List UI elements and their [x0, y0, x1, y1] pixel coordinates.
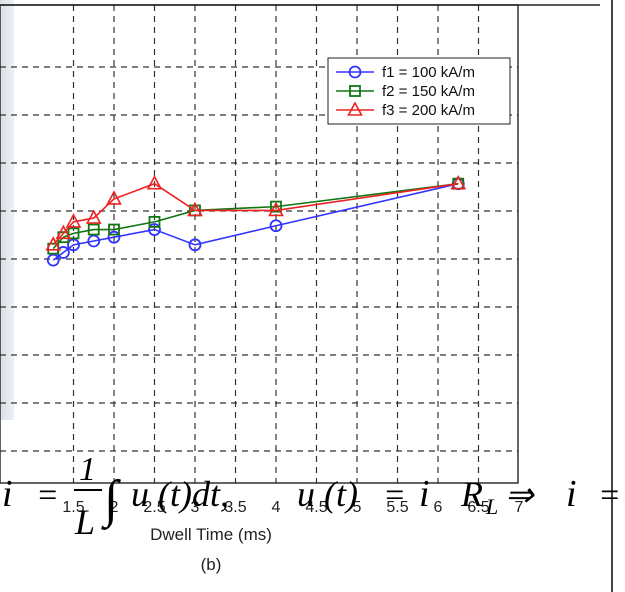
data-point	[450, 175, 467, 190]
eq-arrow: ⇒	[505, 477, 535, 514]
eq-i-end: i	[566, 473, 577, 515]
x-tick-label: 2	[110, 499, 119, 516]
series-triangle	[45, 175, 467, 251]
data-point	[65, 213, 82, 228]
data-point	[270, 200, 282, 213]
data-point	[269, 219, 283, 233]
data-point	[45, 236, 62, 251]
data-point	[87, 223, 100, 236]
eq-equals-1: =	[36, 477, 59, 514]
legend-entry: f3 = 200 kA/m	[336, 101, 475, 119]
data-point	[148, 215, 161, 228]
data-point	[106, 190, 122, 205]
legend: f1 = 100 kA/m f2 = 150 kA/m f3 = 200 kA/m	[327, 57, 511, 125]
x-tick-label: 5.5	[386, 499, 408, 516]
data-point	[46, 253, 60, 267]
subfigure-caption: (b)	[201, 555, 222, 574]
data-point	[188, 238, 202, 252]
data-point	[87, 234, 101, 248]
eq-lhs: i	[2, 473, 13, 515]
x-tick-label: 1.5	[62, 499, 84, 516]
x-tick-label: 4	[272, 499, 281, 516]
legend-label: f1 = 100 kA/m	[382, 64, 475, 81]
x-tick-label: 2.5	[143, 499, 165, 516]
legend-label: f3 = 200 kA/m	[382, 102, 475, 119]
left-panel	[0, 0, 14, 420]
series-line	[52, 182, 459, 246]
data-point	[85, 209, 102, 224]
eq-r-sub: L	[485, 494, 498, 519]
legend-entry: f1 = 100 kA/m	[336, 64, 475, 81]
data-point	[348, 65, 362, 79]
x-axis-label: Dwell Time (ms)	[150, 525, 272, 544]
eq-equals-3: =	[598, 477, 621, 514]
data-point	[67, 238, 80, 252]
data-point	[67, 227, 80, 240]
data-point	[268, 201, 284, 217]
data-point	[107, 230, 121, 244]
x-tick-label: 7	[515, 499, 524, 516]
x-tick-labels: 1.5 2 2.5 3 3.5 4 4.5 5 5.5 6 6.5 7	[62, 499, 523, 516]
eq-i-term: i	[419, 473, 430, 515]
data-point	[55, 224, 72, 240]
eq-r-term: R	[460, 474, 483, 514]
series-line	[52, 182, 459, 250]
legend-entry: f2 = 150 kA/m	[336, 83, 475, 100]
data-point	[108, 223, 120, 236]
x-tick-label: 4.5	[305, 499, 327, 516]
eq-equals-2: =	[383, 477, 406, 514]
eq-integrand: u (t)dt,	[131, 474, 229, 514]
x-tick-label: 3.5	[224, 499, 246, 516]
data-point	[347, 101, 363, 116]
data-point	[148, 223, 161, 236]
eq-u-of-t: u (t)	[297, 474, 358, 514]
x-tick-label: 6	[434, 499, 443, 516]
series-layer	[45, 175, 467, 267]
data-point	[349, 85, 361, 97]
x-tick-label: 5	[353, 499, 362, 516]
data-point	[187, 201, 203, 217]
grid-lines	[0, 5, 518, 483]
equation-overlay: i = 1 L ∫ u (t)dt, u (t) = i R L ⇒ i =	[2, 451, 621, 542]
data-point	[146, 175, 163, 190]
eq-frac-num: 1	[79, 451, 96, 488]
eq-frac-den: L	[74, 502, 95, 542]
eq-integral: ∫	[101, 471, 121, 530]
series-line	[52, 182, 459, 261]
x-tick-label: 6.5	[467, 499, 489, 516]
legend-label: f2 = 150 kA/m	[382, 83, 475, 100]
x-tick-label: 3	[191, 499, 200, 516]
